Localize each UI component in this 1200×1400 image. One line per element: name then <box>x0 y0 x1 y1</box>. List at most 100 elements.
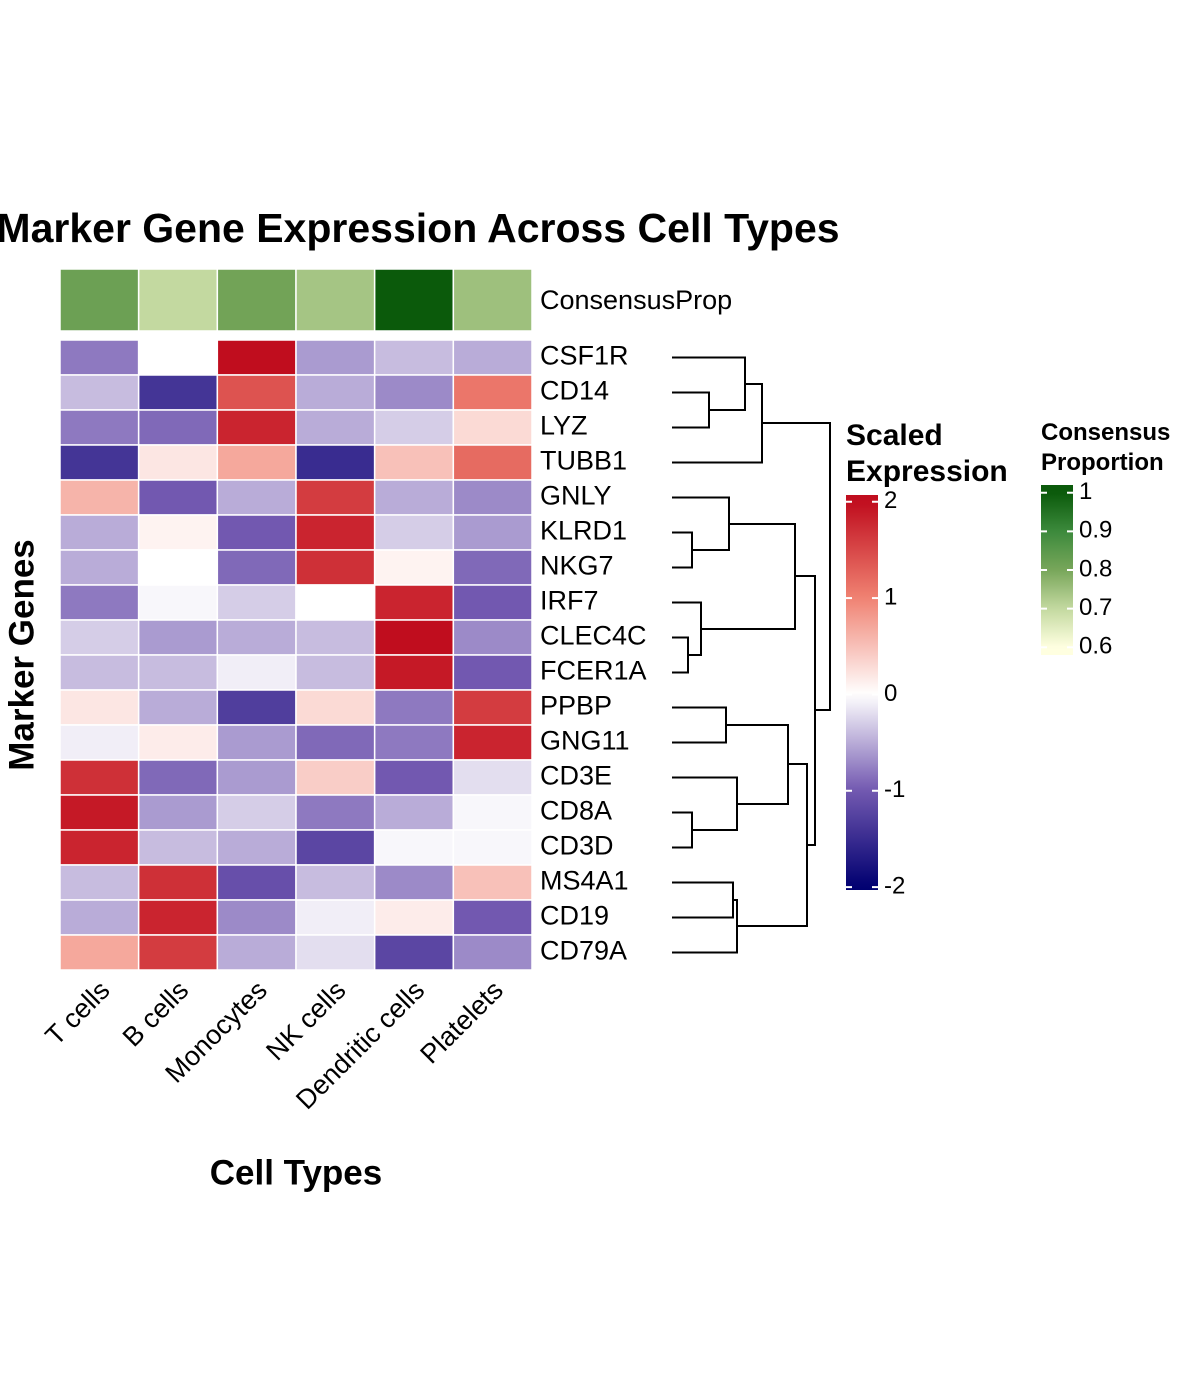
heatmap-cell <box>59 479 140 516</box>
heatmap-cell <box>452 374 533 411</box>
heatmap-cell <box>452 479 533 516</box>
heatmap-cell <box>216 549 297 586</box>
heatmap-cell <box>137 934 219 971</box>
heatmap-cell <box>59 689 140 726</box>
heatmap-cell <box>295 479 376 516</box>
heatmap-cell <box>452 549 533 586</box>
row-label: GNLY <box>540 481 612 511</box>
row-label: CD3E <box>540 761 612 791</box>
heatmap-cell <box>452 864 533 901</box>
heatmap-cell <box>59 829 140 866</box>
row-label: CD3D <box>540 831 614 861</box>
heatmap-cell <box>59 759 140 796</box>
chart-title: Marker Gene Expression Across Cell Types <box>0 205 840 251</box>
heatmap-cell <box>59 654 140 691</box>
column-label: B cells <box>117 975 194 1052</box>
heatmap-cell <box>137 864 219 901</box>
legend-title: Scaled <box>846 419 943 452</box>
heatmap-cell <box>452 619 533 656</box>
heatmap-cell <box>373 689 455 726</box>
legend-title: Expression <box>846 455 1008 488</box>
heatmap-cell <box>216 724 297 761</box>
row-label: PPBP <box>540 691 612 721</box>
heatmap-cell <box>216 339 297 376</box>
legend-tick-label: 0.9 <box>1079 517 1112 544</box>
heatmap-cell <box>452 899 533 936</box>
heatmap-cell <box>295 409 376 446</box>
heatmap-cell <box>295 864 376 901</box>
heatmap-cell <box>59 409 140 446</box>
row-label: CD19 <box>540 901 609 931</box>
heatmap-cell <box>216 409 297 446</box>
heatmap-cell <box>452 584 533 621</box>
heatmap-cell <box>373 409 455 446</box>
legend-tick-label: 0.7 <box>1079 594 1112 621</box>
annotation-cell <box>137 268 219 332</box>
heatmap-cell <box>295 724 376 761</box>
legend-tick-label: 0.8 <box>1079 555 1112 582</box>
row-label: CSF1R <box>540 341 629 371</box>
heatmap-cell <box>59 864 140 901</box>
heatmap-cell <box>59 549 140 586</box>
heatmap-cell <box>137 584 219 621</box>
heatmap-cell <box>295 549 376 586</box>
heatmap-cell <box>216 899 297 936</box>
row-label: CD79A <box>540 936 627 966</box>
legend-tick-label: 1 <box>884 583 897 610</box>
heatmap-cell <box>216 934 297 971</box>
legend-tick-label: -1 <box>884 776 905 803</box>
heatmap-cell <box>295 374 376 411</box>
heatmap-cell <box>59 339 140 376</box>
row-label: CLEC4C <box>540 621 647 651</box>
heatmap-cell <box>295 689 376 726</box>
heatmap-cell <box>216 829 297 866</box>
heatmap-cell <box>216 584 297 621</box>
heatmap-cell <box>137 724 219 761</box>
heatmap-cell <box>452 444 533 481</box>
heatmap-cell <box>137 374 219 411</box>
colorbar <box>846 495 878 890</box>
heatmap-cell <box>59 619 140 656</box>
heatmap-cell <box>59 724 140 761</box>
row-label: NKG7 <box>540 551 614 581</box>
heatmap-cell <box>216 514 297 551</box>
heatmap-cell <box>216 654 297 691</box>
heatmap-cell <box>452 934 533 971</box>
legend-title: Consensus <box>1041 419 1170 446</box>
legend-tick-label: -2 <box>884 872 905 899</box>
heatmap-cell <box>59 794 140 831</box>
heatmap-cell <box>59 514 140 551</box>
heatmap-cell <box>216 689 297 726</box>
row-dendrogram <box>672 356 831 954</box>
x-axis-label: Cell Types <box>210 1153 382 1192</box>
heatmap-cell <box>452 514 533 551</box>
heatmap-cell <box>216 794 297 831</box>
heatmap-cell <box>59 584 140 621</box>
heatmap-cell <box>373 479 455 516</box>
heatmap-cell <box>373 549 455 586</box>
heatmap-cell <box>373 444 455 481</box>
heatmap-cell <box>295 794 376 831</box>
heatmap-cell <box>59 374 140 411</box>
heatmap-cell <box>137 794 219 831</box>
heatmap-cell <box>373 514 455 551</box>
annotation-cell <box>59 268 140 332</box>
heatmap-cell <box>137 479 219 516</box>
heatmap-cell <box>295 619 376 656</box>
row-label: FCER1A <box>540 656 647 686</box>
heatmap-cell <box>373 934 455 971</box>
row-label: LYZ <box>540 411 588 441</box>
legend-tick-label: 0 <box>884 680 897 707</box>
legend-tick-label: 0.6 <box>1079 633 1112 660</box>
heatmap-cell <box>452 794 533 831</box>
annotation-label: ConsensusProp <box>540 285 732 315</box>
legend-tick-label: 1 <box>1079 478 1092 505</box>
heatmap-cell <box>373 829 455 866</box>
annotation-cell <box>373 268 455 332</box>
row-label: TUBB1 <box>540 446 627 476</box>
annotation-cell <box>216 268 297 332</box>
heatmap-cell <box>137 409 219 446</box>
row-label: CD14 <box>540 376 609 406</box>
annotation-cell <box>295 268 376 332</box>
